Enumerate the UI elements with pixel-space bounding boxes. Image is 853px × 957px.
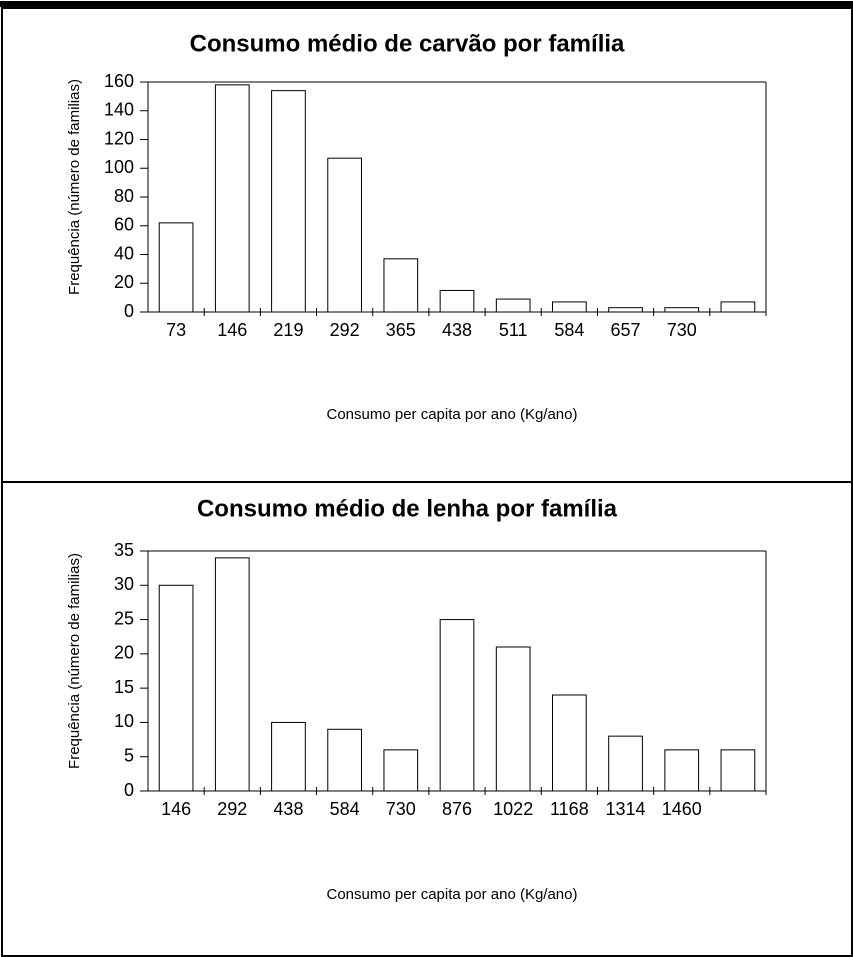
x-tick-label: 73 xyxy=(166,320,186,340)
x-tick-label: 365 xyxy=(386,320,416,340)
y-tick-label: 15 xyxy=(114,677,134,697)
bar xyxy=(383,258,419,313)
bar xyxy=(720,749,756,792)
y-tick-label: 0 xyxy=(124,780,134,800)
bar xyxy=(552,301,587,313)
bar xyxy=(214,84,250,313)
bar xyxy=(271,721,306,792)
bar xyxy=(327,728,362,792)
x-axis-label: Consumo per capita por ano (Kg/ano) xyxy=(327,406,578,423)
x-tick-label: 146 xyxy=(161,799,191,819)
x-axis-label: Consumo per capita por ano (Kg/ano) xyxy=(327,886,578,903)
x-tick-label: 1460 xyxy=(662,799,702,819)
chart-title: Consumo médio de lenha por família xyxy=(197,495,618,522)
y-tick-label: 120 xyxy=(104,128,134,148)
x-tick-label: 657 xyxy=(611,320,641,340)
x-tick-label: 584 xyxy=(554,320,584,340)
bar xyxy=(439,619,475,792)
bar xyxy=(720,301,756,313)
y-tick-label: 80 xyxy=(114,186,134,206)
y-tick-label: 25 xyxy=(114,608,134,628)
bar xyxy=(495,298,531,313)
y-tick-label: 35 xyxy=(114,540,134,560)
bar xyxy=(158,222,194,313)
x-tick-label: 584 xyxy=(330,799,360,819)
bar xyxy=(158,584,194,792)
y-tick-label: 10 xyxy=(114,711,134,731)
y-axis-label: Frequência (número de familias) xyxy=(66,553,83,769)
x-tick-label: 730 xyxy=(386,799,416,819)
x-tick-label: 1314 xyxy=(606,799,646,819)
y-tick-label: 0 xyxy=(124,301,134,321)
x-tick-label: 1168 xyxy=(550,799,589,819)
y-tick-label: 60 xyxy=(114,215,134,235)
y-tick-label: 20 xyxy=(114,272,134,292)
bar xyxy=(664,749,700,792)
x-tick-label: 292 xyxy=(217,799,247,819)
y-tick-label: 140 xyxy=(104,100,134,120)
y-tick-label: 40 xyxy=(114,243,134,263)
bar xyxy=(664,307,700,313)
bar xyxy=(608,307,643,313)
x-tick-label: 730 xyxy=(667,320,697,340)
x-tick-label: 1022 xyxy=(493,799,533,819)
y-axis-label: Frequência (número de familias) xyxy=(66,79,83,295)
y-tick-label: 100 xyxy=(104,157,134,177)
bar xyxy=(552,694,587,792)
bar xyxy=(383,749,419,792)
y-tick-label: 160 xyxy=(104,71,134,91)
chart-title: Consumo médio de carvão por família xyxy=(190,30,625,57)
x-tick-label: 146 xyxy=(217,320,247,340)
bar xyxy=(439,289,475,313)
bar xyxy=(608,735,643,792)
x-tick-label: 876 xyxy=(442,799,472,819)
bar xyxy=(271,90,306,313)
bar xyxy=(327,157,362,313)
x-tick-label: 219 xyxy=(273,320,303,340)
x-tick-label: 292 xyxy=(330,320,360,340)
y-tick-label: 20 xyxy=(114,643,134,663)
y-tick-label: 30 xyxy=(114,574,134,594)
y-tick-label: 5 xyxy=(124,745,134,765)
bar xyxy=(214,557,250,792)
x-tick-label: 438 xyxy=(273,799,303,819)
x-tick-label: 438 xyxy=(442,320,472,340)
x-tick-label: 511 xyxy=(499,320,528,340)
bar xyxy=(495,646,531,792)
